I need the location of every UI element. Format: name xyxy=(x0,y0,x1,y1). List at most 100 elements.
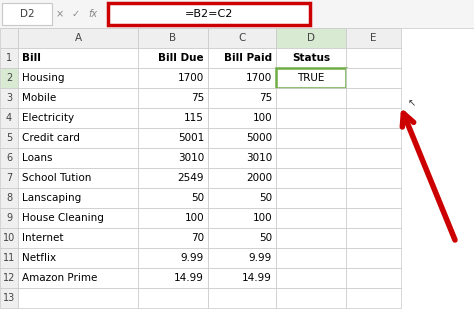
Text: 11: 11 xyxy=(3,253,15,263)
Text: 100: 100 xyxy=(252,213,272,223)
Bar xyxy=(208,248,276,268)
Text: 13: 13 xyxy=(3,293,15,303)
Bar xyxy=(0,48,18,68)
Text: Loans: Loans xyxy=(22,153,53,163)
Text: 9.99: 9.99 xyxy=(181,253,204,263)
Bar xyxy=(0,88,18,108)
Text: Electricity: Electricity xyxy=(22,113,74,123)
Bar xyxy=(208,128,276,148)
Text: B: B xyxy=(169,33,176,43)
Text: 70: 70 xyxy=(191,233,204,243)
Bar xyxy=(18,188,138,208)
Bar xyxy=(276,168,346,188)
Text: School Tution: School Tution xyxy=(22,173,91,183)
Text: Credit card: Credit card xyxy=(22,133,80,143)
Bar xyxy=(208,228,276,248)
Text: 2549: 2549 xyxy=(177,173,204,183)
Text: Status: Status xyxy=(292,53,330,63)
Bar xyxy=(208,148,276,168)
Text: 1700: 1700 xyxy=(246,73,272,83)
Bar xyxy=(208,108,276,128)
Bar xyxy=(346,28,401,48)
Bar xyxy=(276,228,346,248)
Bar xyxy=(0,28,18,48)
Bar xyxy=(18,28,138,48)
Bar xyxy=(138,148,208,168)
Text: 9: 9 xyxy=(6,213,12,223)
Bar xyxy=(138,128,208,148)
Text: C: C xyxy=(238,33,246,43)
Text: A: A xyxy=(74,33,82,43)
Bar xyxy=(18,168,138,188)
Bar xyxy=(276,88,346,108)
Bar xyxy=(0,188,18,208)
Text: 3: 3 xyxy=(6,93,12,103)
Bar xyxy=(0,168,18,188)
Bar xyxy=(0,208,18,228)
Text: 100: 100 xyxy=(252,113,272,123)
Bar xyxy=(276,288,346,308)
Text: 2000: 2000 xyxy=(246,173,272,183)
Bar xyxy=(276,208,346,228)
Bar xyxy=(276,68,346,88)
Text: 50: 50 xyxy=(191,193,204,203)
Bar xyxy=(346,68,401,88)
Bar xyxy=(2,3,52,25)
Text: fx: fx xyxy=(89,9,98,19)
Bar xyxy=(18,88,138,108)
Text: Amazon Prime: Amazon Prime xyxy=(22,273,97,283)
Text: Bill Paid: Bill Paid xyxy=(224,53,272,63)
Bar xyxy=(208,288,276,308)
Bar xyxy=(276,108,346,128)
Bar xyxy=(138,168,208,188)
Bar xyxy=(208,88,276,108)
Text: Bill Due: Bill Due xyxy=(158,53,204,63)
Text: 10: 10 xyxy=(3,233,15,243)
Bar xyxy=(138,68,208,88)
Bar xyxy=(0,68,18,88)
Bar xyxy=(0,148,18,168)
Bar xyxy=(108,3,310,25)
Bar xyxy=(346,248,401,268)
Bar xyxy=(0,248,18,268)
Bar xyxy=(346,88,401,108)
Bar xyxy=(346,48,401,68)
Text: 4: 4 xyxy=(6,113,12,123)
Bar xyxy=(138,288,208,308)
Text: 1700: 1700 xyxy=(178,73,204,83)
Bar xyxy=(18,288,138,308)
Text: Netflix: Netflix xyxy=(22,253,56,263)
Text: Mobile: Mobile xyxy=(22,93,56,103)
Bar xyxy=(0,268,18,288)
Bar xyxy=(346,168,401,188)
Text: D2: D2 xyxy=(20,9,34,19)
Text: 115: 115 xyxy=(184,113,204,123)
Bar xyxy=(138,88,208,108)
Bar xyxy=(18,108,138,128)
Bar xyxy=(276,188,346,208)
Text: Bill: Bill xyxy=(22,53,41,63)
Bar xyxy=(208,268,276,288)
Text: 5001: 5001 xyxy=(178,133,204,143)
Bar xyxy=(276,128,346,148)
Text: 100: 100 xyxy=(184,213,204,223)
Bar xyxy=(18,208,138,228)
Bar xyxy=(208,208,276,228)
Text: 14.99: 14.99 xyxy=(174,273,204,283)
Bar xyxy=(18,268,138,288)
Bar xyxy=(138,48,208,68)
Text: Housing: Housing xyxy=(22,73,64,83)
Bar xyxy=(138,208,208,228)
Text: 8: 8 xyxy=(6,193,12,203)
Bar xyxy=(346,148,401,168)
Text: ×: × xyxy=(56,9,64,19)
Text: 3010: 3010 xyxy=(178,153,204,163)
Text: E: E xyxy=(370,33,377,43)
Text: ↖: ↖ xyxy=(408,98,416,108)
Text: 5000: 5000 xyxy=(246,133,272,143)
Bar xyxy=(18,68,138,88)
Bar xyxy=(138,188,208,208)
Bar xyxy=(346,268,401,288)
Text: 7: 7 xyxy=(6,173,12,183)
Text: 14.99: 14.99 xyxy=(242,273,272,283)
